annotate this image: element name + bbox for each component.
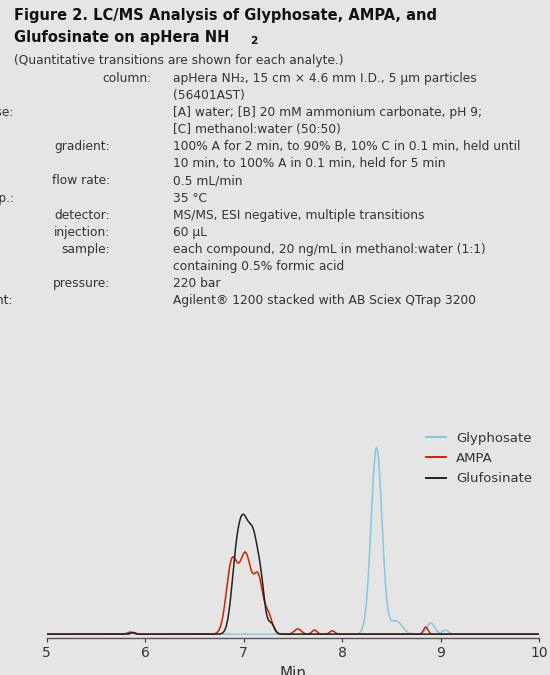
Text: Figure 2. LC/MS Analysis of Glyphosate, AMPA, and: Figure 2. LC/MS Analysis of Glyphosate, … [14, 8, 437, 23]
Text: 100% A for 2 min, to 90% B, 10% C in 0.1 min, held until: 100% A for 2 min, to 90% B, 10% C in 0.1… [173, 140, 521, 153]
Text: Glufosinate on apHera NH: Glufosinate on apHera NH [14, 30, 229, 45]
Text: mobile phase:: mobile phase: [0, 106, 14, 119]
Text: column temp.:: column temp.: [0, 192, 14, 205]
Text: column:: column: [102, 72, 151, 85]
Text: MS/MS, ESI negative, multiple transitions: MS/MS, ESI negative, multiple transition… [173, 209, 425, 221]
Text: instrument:: instrument: [0, 294, 14, 307]
Text: detector:: detector: [54, 209, 110, 221]
Text: flow rate:: flow rate: [52, 174, 110, 188]
Text: pressure:: pressure: [53, 277, 110, 290]
Legend: Glyphosate, AMPA, Glufosinate: Glyphosate, AMPA, Glufosinate [426, 432, 532, 485]
Text: 0.5 mL/min: 0.5 mL/min [173, 174, 243, 188]
Text: [C] methanol:water (50:50): [C] methanol:water (50:50) [173, 123, 341, 136]
Text: gradient:: gradient: [54, 140, 110, 153]
Text: Agilent® 1200 stacked with AB Sciex QTrap 3200: Agilent® 1200 stacked with AB Sciex QTra… [173, 294, 476, 307]
X-axis label: Min: Min [279, 666, 306, 675]
Text: each compound, 20 ng/mL in methanol:water (1:1): each compound, 20 ng/mL in methanol:wate… [173, 243, 486, 256]
Text: 220 bar: 220 bar [173, 277, 221, 290]
Text: 10 min, to 100% A in 0.1 min, held for 5 min: 10 min, to 100% A in 0.1 min, held for 5… [173, 157, 446, 170]
Text: apHera NH₂, 15 cm × 4.6 mm I.D., 5 µm particles: apHera NH₂, 15 cm × 4.6 mm I.D., 5 µm pa… [173, 72, 477, 85]
Text: sample:: sample: [62, 243, 110, 256]
Text: 60 µL: 60 µL [173, 226, 207, 239]
Text: (56401AST): (56401AST) [173, 89, 245, 102]
Text: 2: 2 [250, 36, 257, 45]
Text: (Quantitative transitions are shown for each analyte.): (Quantitative transitions are shown for … [14, 54, 343, 67]
Text: injection:: injection: [54, 226, 110, 239]
Text: 35 °C: 35 °C [173, 192, 207, 205]
Text: containing 0.5% formic acid: containing 0.5% formic acid [173, 260, 344, 273]
Text: [A] water; [B] 20 mM ammonium carbonate, pH 9;: [A] water; [B] 20 mM ammonium carbonate,… [173, 106, 482, 119]
